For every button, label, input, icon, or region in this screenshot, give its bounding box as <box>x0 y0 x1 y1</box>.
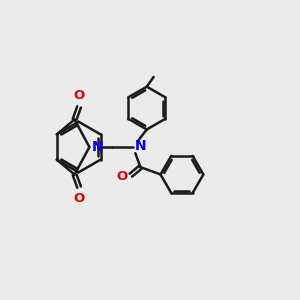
Text: O: O <box>74 89 85 103</box>
Text: O: O <box>74 192 85 205</box>
Text: N: N <box>92 140 103 154</box>
Text: O: O <box>116 170 127 183</box>
Text: N: N <box>135 140 146 153</box>
